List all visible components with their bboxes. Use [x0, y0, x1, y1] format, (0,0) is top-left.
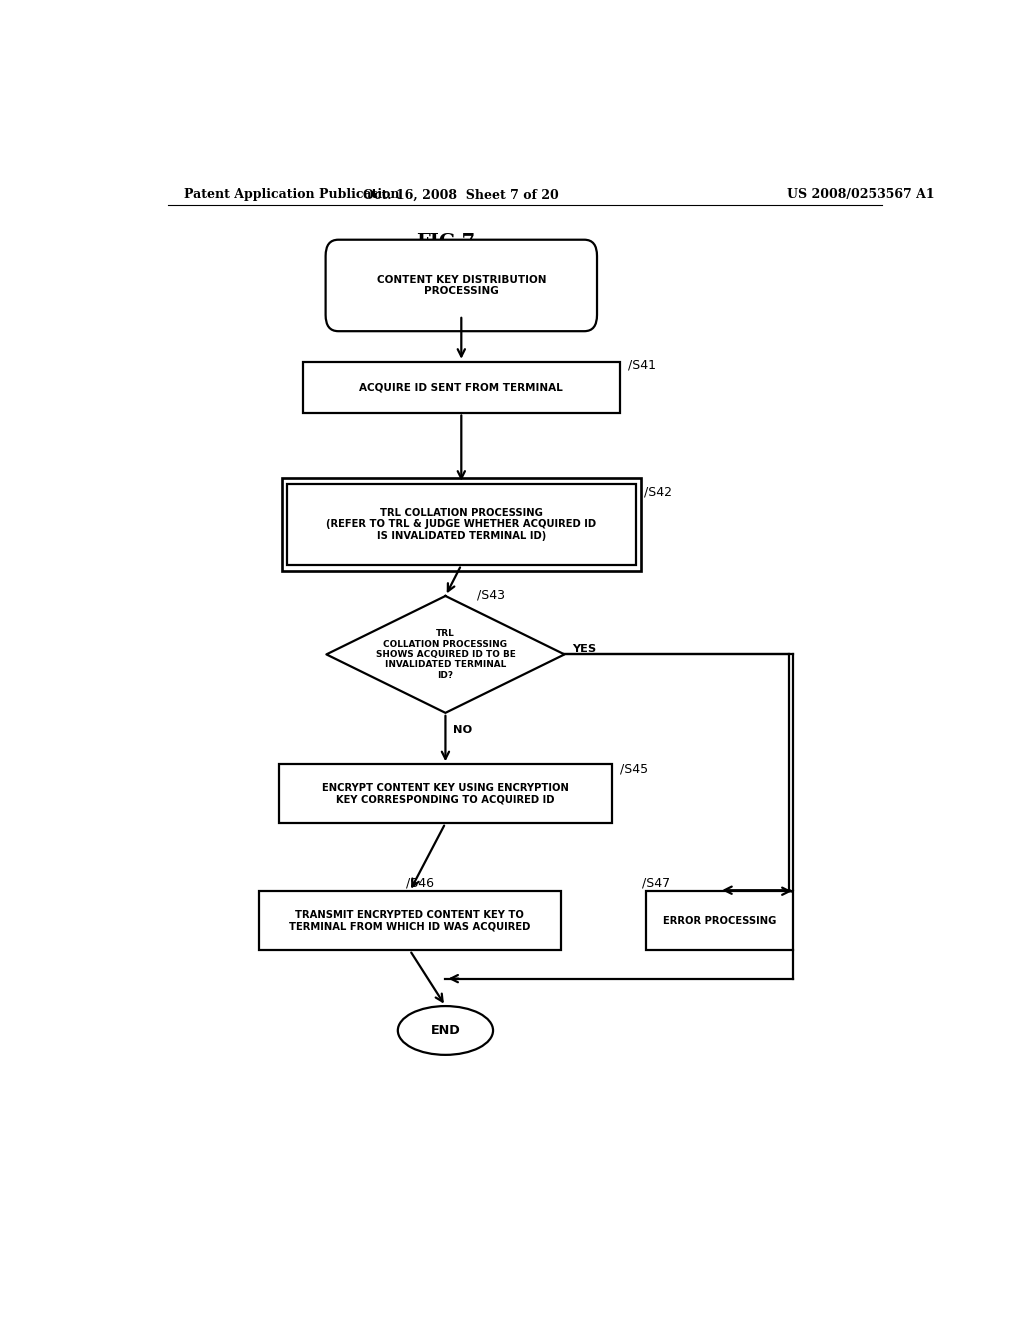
- Text: /S46: /S46: [406, 876, 434, 890]
- Text: Patent Application Publication: Patent Application Publication: [183, 189, 399, 202]
- Text: CONTENT KEY DISTRIBUTION
PROCESSING: CONTENT KEY DISTRIBUTION PROCESSING: [377, 275, 546, 296]
- Text: /S47: /S47: [642, 876, 670, 890]
- Text: Oct. 16, 2008  Sheet 7 of 20: Oct. 16, 2008 Sheet 7 of 20: [364, 189, 559, 202]
- Text: /S45: /S45: [620, 763, 648, 775]
- Bar: [282, 478, 641, 572]
- Text: NO: NO: [454, 725, 473, 735]
- Text: US 2008/0253567 A1: US 2008/0253567 A1: [786, 189, 934, 202]
- Text: TRANSMIT ENCRYPTED CONTENT KEY TO
TERMINAL FROM WHICH ID WAS ACQUIRED: TRANSMIT ENCRYPTED CONTENT KEY TO TERMIN…: [289, 909, 530, 932]
- Text: YES: YES: [572, 644, 597, 655]
- FancyBboxPatch shape: [326, 240, 597, 331]
- Text: ERROR PROCESSING: ERROR PROCESSING: [663, 916, 776, 925]
- Bar: [646, 891, 793, 950]
- Bar: [303, 362, 621, 412]
- Text: TRL COLLATION PROCESSING
(REFER TO TRL & JUDGE WHETHER ACQUIRED ID
IS INVALIDATE: TRL COLLATION PROCESSING (REFER TO TRL &…: [327, 508, 596, 541]
- Ellipse shape: [398, 1006, 494, 1055]
- Text: FIG.7: FIG.7: [416, 232, 475, 251]
- Bar: [287, 483, 636, 565]
- Text: END: END: [430, 1024, 461, 1038]
- Text: /S41: /S41: [628, 359, 656, 372]
- Bar: [279, 764, 612, 824]
- Text: /S42: /S42: [644, 486, 672, 499]
- Bar: [259, 891, 560, 950]
- Polygon shape: [327, 595, 564, 713]
- Text: ENCRYPT CONTENT KEY USING ENCRYPTION
KEY CORRESPONDING TO ACQUIRED ID: ENCRYPT CONTENT KEY USING ENCRYPTION KEY…: [322, 783, 569, 804]
- Text: /S43: /S43: [477, 587, 505, 601]
- Text: TRL
COLLATION PROCESSING
SHOWS ACQUIRED ID TO BE
INVALIDATED TERMINAL
ID?: TRL COLLATION PROCESSING SHOWS ACQUIRED …: [376, 630, 515, 680]
- Text: ACQUIRE ID SENT FROM TERMINAL: ACQUIRE ID SENT FROM TERMINAL: [359, 381, 563, 392]
